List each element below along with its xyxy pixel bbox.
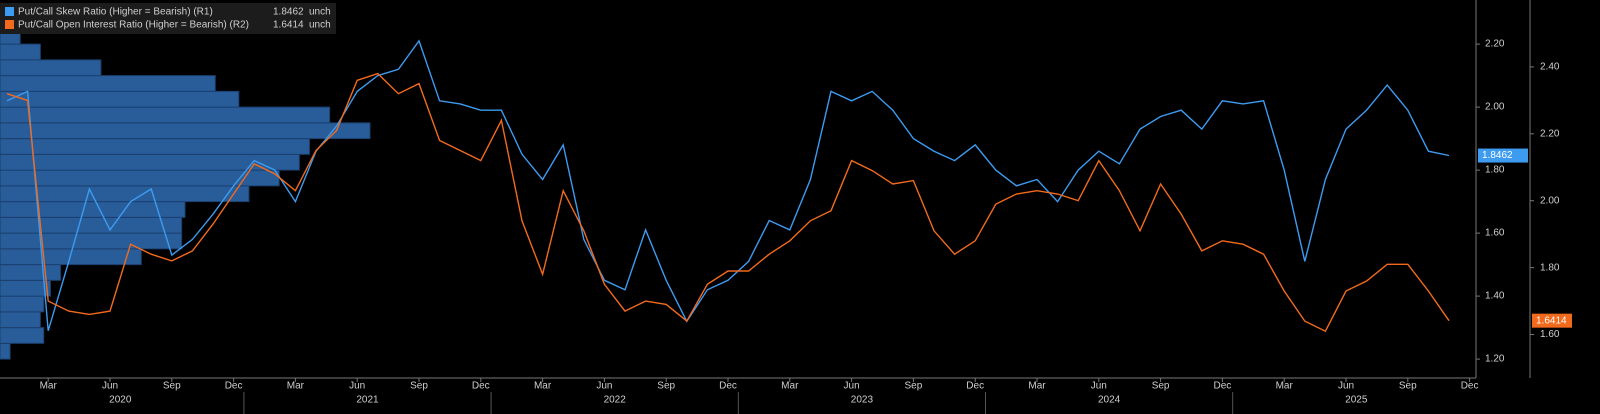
legend-swatch: [5, 7, 14, 16]
series-line: [6, 39, 1450, 331]
y-tick-label: 1.20: [1485, 354, 1505, 365]
x-tick-label: Jun: [844, 381, 860, 392]
y-tick-label: 1.60: [1485, 228, 1505, 239]
legend-value: 1.6414: [273, 20, 304, 31]
x-tick-label: Sep: [1152, 381, 1170, 392]
histogram-bar: [0, 279, 51, 297]
x-tick-label: Dec: [966, 381, 984, 392]
x-tick-label: Dec: [719, 381, 737, 392]
last-value-label: 1.8462: [1482, 150, 1513, 161]
x-tick-label: Mar: [1276, 381, 1294, 392]
histogram-bar: [0, 122, 371, 140]
last-value-tag: [1532, 313, 1572, 328]
year-label: 2024: [1098, 395, 1121, 406]
last-value-label: 1.6414: [1536, 315, 1567, 326]
x-tick-label: Sep: [163, 381, 181, 392]
year-label: 2021: [356, 395, 379, 406]
histogram-bar: [0, 311, 41, 329]
year-label: 2023: [851, 395, 874, 406]
legend-change: unch: [309, 20, 331, 31]
x-tick-label: Mar: [1028, 381, 1046, 392]
y-tick-label: 2.00: [1485, 102, 1505, 113]
x-tick-label: Jun: [1338, 381, 1354, 392]
y-tick-label: 2.20: [1485, 39, 1505, 50]
x-tick-label: Jun: [102, 381, 118, 392]
legend-box: [0, 3, 336, 34]
x-tick-label: Jun: [596, 381, 612, 392]
x-tick-label: Dec: [472, 381, 490, 392]
legend-label: Put/Call Open Interest Ratio (Higher = B…: [18, 20, 249, 31]
y2-tick-label: 2.20: [1540, 128, 1560, 139]
legend-label: Put/Call Skew Ratio (Higher = Bearish) (…: [18, 7, 213, 18]
y2-tick-label: 1.60: [1540, 329, 1560, 340]
histogram-bar: [0, 75, 216, 92]
histogram-bar: [0, 106, 331, 124]
histogram-bar: [0, 216, 183, 234]
year-label: 2020: [109, 395, 132, 406]
year-label: 2022: [604, 395, 627, 406]
legend-swatch: [5, 20, 14, 29]
x-tick-label: Sep: [410, 381, 428, 392]
series-line: [6, 72, 1450, 333]
histogram-bar: [0, 59, 102, 77]
y2-tick-label: 1.80: [1540, 262, 1560, 273]
x-tick-label: Sep: [905, 381, 923, 392]
histogram-bar: [0, 327, 45, 344]
histogram-bar: [0, 232, 183, 250]
x-tick-label: Mar: [287, 381, 305, 392]
x-tick-label: Dec: [1214, 381, 1232, 392]
x-tick-label: Dec: [1461, 381, 1479, 392]
x-tick-label: Mar: [40, 381, 58, 392]
x-tick-label: Mar: [781, 381, 799, 392]
histogram-bar: [0, 342, 11, 360]
y2-tick-label: 2.40: [1540, 62, 1560, 73]
histogram-bar: [0, 295, 45, 313]
x-tick-label: Dec: [225, 381, 243, 392]
histogram-bar: [0, 43, 41, 61]
legend-change: unch: [309, 7, 331, 18]
x-tick-label: Jun: [1091, 381, 1107, 392]
histogram-bar: [0, 169, 280, 187]
y2-tick-label: 2.00: [1540, 195, 1560, 206]
x-tick-label: Jun: [349, 381, 365, 392]
last-value-tag: [1478, 148, 1528, 163]
legend-value: 1.8462: [273, 7, 304, 18]
x-tick-label: Sep: [1399, 381, 1417, 392]
year-label: 2025: [1345, 395, 1368, 406]
histogram-bar: [0, 90, 240, 108]
x-tick-label: Mar: [534, 381, 552, 392]
histogram-bar: [0, 153, 300, 171]
x-tick-label: Sep: [657, 381, 675, 392]
histogram-bar: [0, 264, 62, 281]
histogram-bar: [0, 138, 310, 155]
y-tick-label: 1.40: [1485, 291, 1505, 302]
y-tick-label: 1.80: [1485, 165, 1505, 176]
